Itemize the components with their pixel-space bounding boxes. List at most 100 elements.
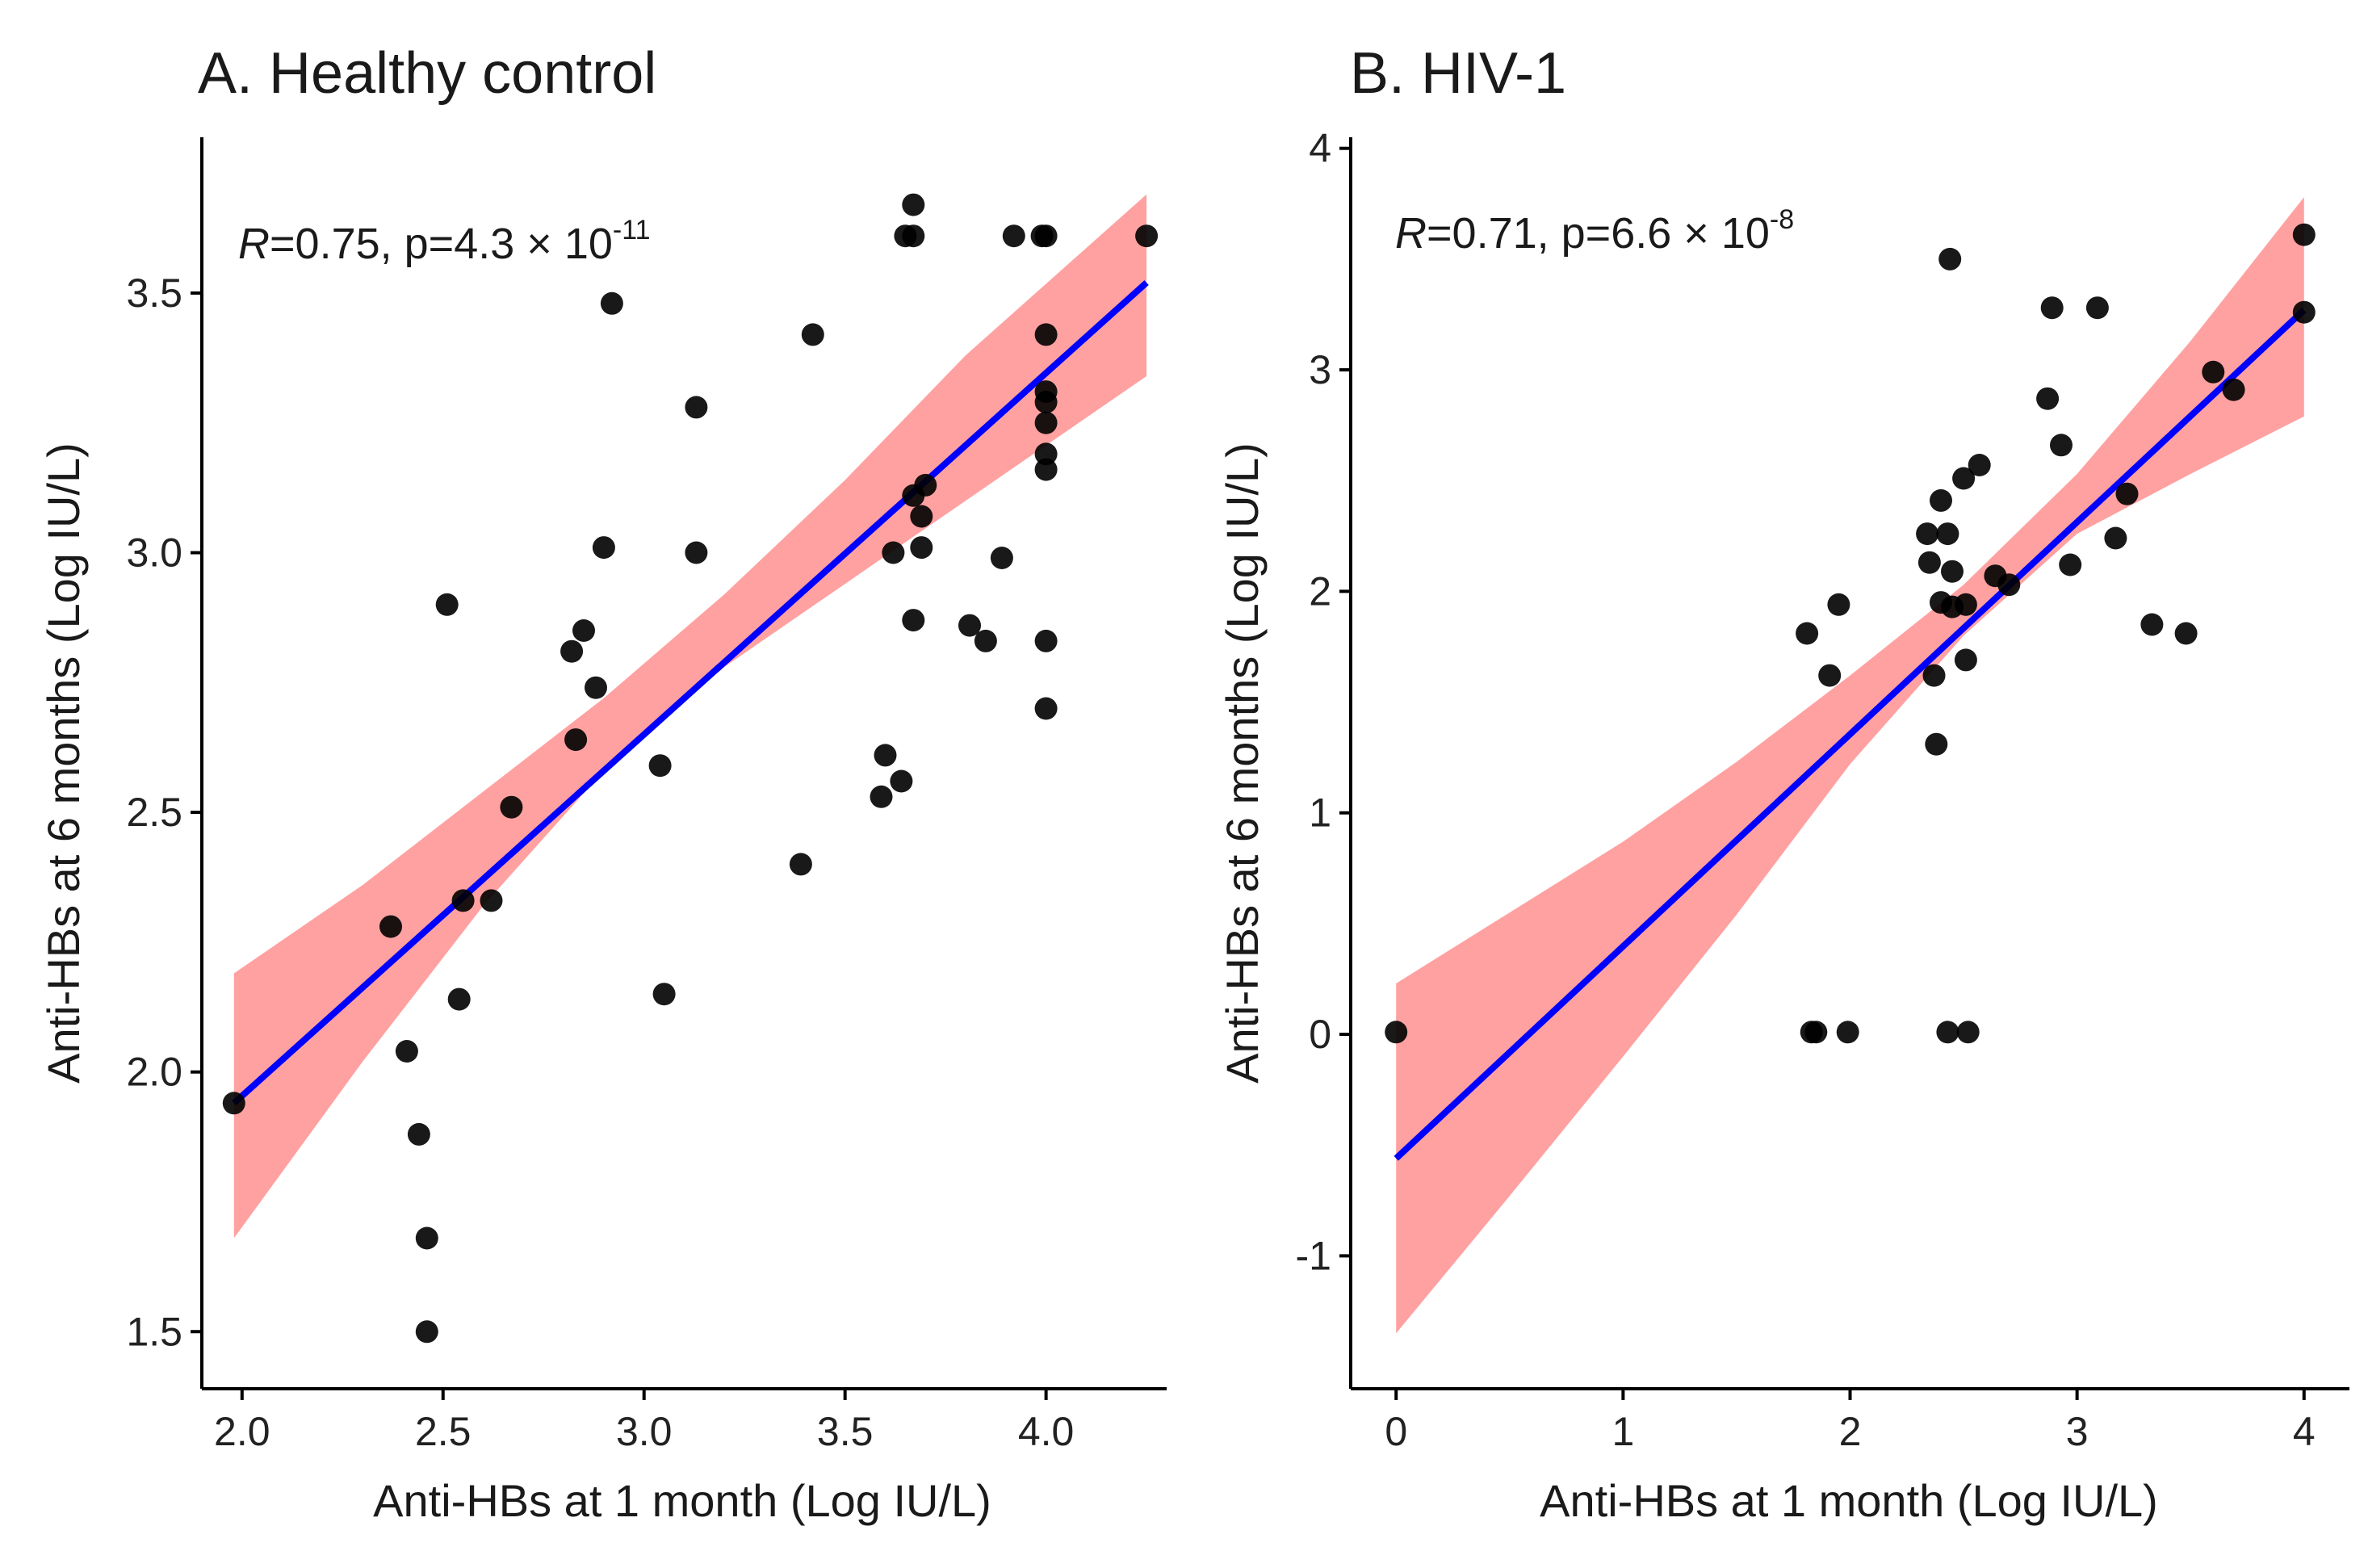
p-value-exponent: -11 bbox=[613, 215, 651, 245]
x-tick-label: 4 bbox=[2293, 1409, 2316, 1454]
y-tick-label: 3 bbox=[1309, 347, 1331, 392]
y-axis-label: Anti-HBs at 6 months (Log IU/L) bbox=[1217, 442, 1268, 1084]
confidence-band bbox=[233, 194, 1147, 1239]
data-point bbox=[1034, 697, 1058, 720]
y-tick-label: 2.0 bbox=[126, 1050, 182, 1095]
data-point bbox=[1836, 1021, 1859, 1044]
panel-title: B. HIV-1 bbox=[1350, 41, 1566, 106]
data-point bbox=[222, 1092, 245, 1115]
data-point bbox=[1034, 391, 1058, 413]
y-tick-label: 1 bbox=[1309, 790, 1331, 836]
data-point bbox=[564, 728, 588, 752]
data-point bbox=[2222, 378, 2245, 401]
data-point bbox=[451, 889, 475, 912]
data-point bbox=[2059, 553, 2082, 576]
data-point bbox=[1034, 323, 1058, 346]
data-point bbox=[801, 323, 824, 346]
data-point bbox=[902, 609, 925, 632]
data-point bbox=[910, 536, 933, 560]
data-point bbox=[2104, 526, 2127, 550]
data-point bbox=[1804, 1021, 1828, 1044]
data-point bbox=[407, 1122, 430, 1146]
data-point bbox=[1827, 593, 1850, 616]
y-tick-label: 0 bbox=[1309, 1012, 1331, 1057]
data-point bbox=[560, 639, 584, 663]
data-point bbox=[652, 983, 676, 1006]
data-point bbox=[500, 795, 523, 819]
data-point bbox=[914, 473, 937, 497]
correlation-annotation: R=0.75, p=4.3 × 10-11 bbox=[238, 215, 651, 268]
plot-area: 2.0 2.5 3.0 3.5 4.0 1.5 2.0 2.5 3.0 3.5 bbox=[126, 137, 1167, 1454]
x-tick-label: 3 bbox=[2066, 1409, 2089, 1454]
x-tick-label: 3.5 bbox=[817, 1409, 874, 1454]
data-point bbox=[1925, 732, 1948, 756]
data-point bbox=[874, 744, 897, 767]
data-point bbox=[1034, 458, 1058, 481]
data-point bbox=[1936, 1021, 1959, 1044]
data-point bbox=[585, 676, 607, 699]
regression-line bbox=[1394, 308, 2307, 1161]
data-point bbox=[1936, 522, 1959, 546]
panel-healthy-control: A. Healthy control R=0.75, p=4.3 × 10-11… bbox=[38, 41, 1167, 1526]
data-point bbox=[1002, 224, 1025, 248]
data-point bbox=[2115, 482, 2139, 505]
data-point bbox=[2140, 613, 2164, 636]
data-point bbox=[1034, 629, 1058, 652]
data-point bbox=[910, 505, 933, 528]
data-point bbox=[902, 224, 925, 248]
data-point bbox=[1938, 247, 1962, 270]
data-point bbox=[974, 629, 997, 652]
p-value-exponent: -8 bbox=[1770, 204, 1794, 235]
data-point bbox=[990, 547, 1013, 569]
data-point bbox=[415, 1226, 438, 1250]
data-point bbox=[958, 614, 981, 637]
data-point bbox=[1917, 551, 1941, 574]
correlation-text: =0.71, p=6.6 × 10 bbox=[1427, 209, 1770, 258]
panel-hiv-1: B. HIV-1 R=0.71, p=6.6 × 10-8 0 1 2 3 4 -1 0 1 2… bbox=[1217, 41, 2349, 1526]
data-point bbox=[435, 593, 459, 616]
panel-title: A. Healthy control bbox=[198, 41, 656, 106]
correlation-annotation: R=0.71, p=6.6 × 10-8 bbox=[1395, 204, 1794, 258]
data-point bbox=[2050, 434, 2073, 457]
data-point bbox=[882, 541, 905, 564]
x-tick-label: 3.0 bbox=[616, 1409, 673, 1454]
data-point bbox=[870, 785, 893, 808]
y-tick-label: 4 bbox=[1309, 126, 1331, 171]
data-point bbox=[1997, 573, 2021, 597]
data-point bbox=[1941, 560, 1964, 583]
data-point bbox=[1930, 488, 1952, 512]
data-point bbox=[890, 769, 913, 793]
y-tick-label: 3.0 bbox=[126, 530, 182, 576]
data-point bbox=[789, 853, 812, 876]
data-point bbox=[1385, 1021, 1408, 1044]
x-tick-label: 1 bbox=[1611, 1409, 1634, 1454]
data-point bbox=[447, 987, 471, 1011]
data-point bbox=[685, 541, 708, 564]
x-tick-label: 2.5 bbox=[415, 1409, 472, 1454]
data-point bbox=[2036, 387, 2060, 410]
y-tick-label: 1.5 bbox=[126, 1309, 182, 1354]
data-point bbox=[415, 1320, 438, 1344]
data-point bbox=[1135, 224, 1159, 248]
data-point bbox=[600, 291, 623, 315]
data-point bbox=[2292, 300, 2316, 324]
data-point bbox=[648, 754, 672, 778]
data-point bbox=[1818, 664, 1842, 687]
data-point bbox=[1956, 1021, 1980, 1044]
data-point bbox=[1916, 522, 1939, 546]
data-point bbox=[1034, 224, 1058, 248]
data-point bbox=[480, 889, 503, 912]
data-point bbox=[572, 619, 595, 642]
data-point bbox=[395, 1040, 418, 1063]
data-point bbox=[1954, 648, 1977, 672]
data-point bbox=[1954, 593, 1977, 616]
data-point bbox=[685, 396, 708, 419]
correlation-symbol: R bbox=[1395, 209, 1427, 258]
y-axis-label: Anti-HBs at 6 months (Log IU/L) bbox=[38, 442, 89, 1084]
confidence-band bbox=[1396, 197, 2304, 1334]
plot-area: 0 1 2 3 4 -1 0 1 2 3 4 bbox=[1296, 126, 2349, 1454]
y-tick-label: 2.5 bbox=[126, 790, 182, 835]
x-tick-label: 0 bbox=[1385, 1409, 1407, 1454]
